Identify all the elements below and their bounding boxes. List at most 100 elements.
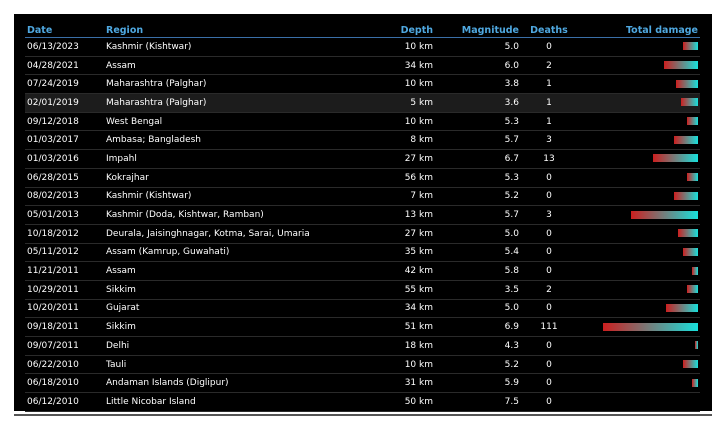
cell-region: Ambasa; Bangladesh — [104, 130, 343, 151]
cell-magnitude: 3.6 — [439, 93, 521, 113]
cell-date: 02/01/2019 — [25, 93, 104, 113]
damage-bar — [683, 360, 698, 369]
cell-region: Andaman Islands (Diglipur) — [104, 373, 343, 394]
cell-region: Deurala, Jaisinghnagar, Kotma, Sarai, Um… — [104, 224, 343, 244]
cell-deaths: 1 — [521, 93, 577, 113]
cell-magnitude: 7.5 — [439, 392, 521, 412]
table-row[interactable]: 01/03/2016 Impahl 27 km 6.7 13 — [25, 149, 700, 169]
cell-region: Kokrajhar — [104, 168, 343, 188]
damage-bar — [666, 303, 698, 312]
column-header-magnitude[interactable]: Magnitude — [439, 24, 521, 38]
table-row[interactable]: 05/11/2012 Assam (Kamrup, Guwahati) 35 km 5… — [25, 243, 700, 263]
table-header-row: Date Region Depth Magnitude Deaths Total… — [25, 24, 700, 38]
cell-date: 04/28/2021 — [25, 56, 104, 76]
cell-deaths: 0 — [521, 243, 577, 263]
cell-total-damage — [577, 187, 700, 207]
cell-magnitude: 5.9 — [439, 373, 521, 394]
table-row[interactable]: 11/21/2011 Assam 42 km 5.8 0 — [25, 261, 700, 281]
column-header-total-damage[interactable]: Total damage — [577, 24, 700, 38]
table-row[interactable]: 06/22/2010 Tauli 10 km 5.2 0 — [25, 355, 700, 375]
column-header-date[interactable]: Date — [25, 24, 104, 38]
table-row[interactable]: 09/18/2011 Sikkim 51 km 6.9 111 — [25, 317, 700, 337]
table-row[interactable]: 09/12/2018 West Bengal 10 km 5.3 1 — [25, 112, 700, 132]
cell-depth: 42 km — [343, 261, 439, 281]
cell-deaths: 13 — [521, 149, 577, 169]
cell-deaths: 0 — [521, 373, 577, 394]
cell-deaths: 111 — [521, 317, 577, 337]
cell-region: Kashmir (Doda, Kishtwar, Ramban) — [104, 205, 343, 225]
table-row[interactable]: 06/12/2010 Little Nicobar Island 50 km 7.5 0 — [25, 392, 700, 412]
cell-magnitude: 5.2 — [439, 187, 521, 207]
cell-deaths: 0 — [521, 37, 577, 57]
damage-bar — [674, 191, 698, 200]
table-row[interactable]: 04/28/2021 Assam 34 km 6.0 2 — [25, 56, 700, 76]
cell-total-damage — [577, 74, 700, 95]
damage-bar — [687, 117, 698, 126]
cell-depth: 10 km — [343, 37, 439, 57]
cell-depth: 7 km — [343, 187, 439, 207]
damage-bar — [695, 341, 698, 350]
cell-total-damage — [577, 168, 700, 188]
cell-region: Sikkim — [104, 280, 343, 300]
table-row[interactable]: 10/20/2011 Gujarat 34 km 5.0 0 — [25, 299, 700, 319]
cell-total-damage — [577, 130, 700, 151]
damage-bar — [687, 173, 698, 182]
cell-magnitude: 4.3 — [439, 336, 521, 356]
cell-total-damage — [577, 224, 700, 244]
cell-depth: 10 km — [343, 74, 439, 95]
cell-date: 10/20/2011 — [25, 299, 104, 319]
cell-deaths: 1 — [521, 112, 577, 132]
column-header-depth[interactable]: Depth — [343, 24, 439, 38]
cell-date: 06/28/2015 — [25, 168, 104, 188]
cell-magnitude: 5.7 — [439, 130, 521, 151]
cell-deaths: 0 — [521, 261, 577, 281]
cell-deaths: 0 — [521, 355, 577, 375]
cell-deaths: 0 — [521, 336, 577, 356]
cell-deaths: 0 — [521, 392, 577, 412]
table-row[interactable]: 06/13/2023 Kashmir (Kishtwar) 10 km 5.0 0 — [25, 37, 700, 57]
table-row[interactable]: 09/07/2011 Delhi 18 km 4.3 0 — [25, 336, 700, 356]
cell-region: Kashmir (Kishtwar) — [104, 187, 343, 207]
cell-region: Little Nicobar Island — [104, 392, 343, 412]
cell-date: 06/22/2010 — [25, 355, 104, 375]
cell-region: Maharashtra (Palghar) — [104, 74, 343, 95]
cell-date: 05/01/2013 — [25, 205, 104, 225]
table-row[interactable]: 10/18/2012 Deurala, Jaisinghnagar, Kotma,… — [25, 224, 700, 244]
damage-bar — [692, 266, 698, 275]
cell-magnitude: 5.3 — [439, 112, 521, 132]
damage-bar — [683, 42, 698, 51]
cell-date: 09/18/2011 — [25, 317, 104, 337]
table-row[interactable]: 01/03/2017 Ambasa; Bangladesh 8 km 5.7 3 — [25, 130, 700, 151]
cell-depth: 18 km — [343, 336, 439, 356]
table-row[interactable]: 06/18/2010 Andaman Islands (Diglipur) 31 k… — [25, 373, 700, 394]
cell-deaths: 0 — [521, 299, 577, 319]
table-row[interactable]: 08/02/2013 Kashmir (Kishtwar) 7 km 5.2 0 — [25, 187, 700, 207]
table-row[interactable]: 10/29/2011 Sikkim 55 km 3.5 2 — [25, 280, 700, 300]
cell-magnitude: 6.9 — [439, 317, 521, 337]
column-header-deaths[interactable]: Deaths — [521, 24, 577, 38]
cell-depth: 56 km — [343, 168, 439, 188]
table-row[interactable]: 05/01/2013 Kashmir (Doda, Kishtwar, Ramba… — [25, 205, 700, 225]
cell-region: Assam (Kamrup, Guwahati) — [104, 243, 343, 263]
table-row[interactable]: 02/01/2019 Maharashtra (Palghar) 5 km 3.6 1 — [25, 93, 700, 113]
cell-magnitude: 3.8 — [439, 74, 521, 95]
bottom-divider — [14, 414, 712, 416]
cell-total-damage — [577, 205, 700, 225]
column-header-region[interactable]: Region — [104, 24, 343, 38]
cell-magnitude: 3.5 — [439, 280, 521, 300]
cell-region: Maharashtra (Palghar) — [104, 93, 343, 113]
cell-magnitude: 5.4 — [439, 243, 521, 263]
table-row[interactable]: 07/24/2019 Maharashtra (Palghar) 10 km 3.8 1 — [25, 74, 700, 95]
cell-date: 11/21/2011 — [25, 261, 104, 281]
cell-deaths: 0 — [521, 168, 577, 188]
table-row[interactable]: 06/28/2015 Kokrajhar 56 km 5.3 0 — [25, 168, 700, 188]
cell-magnitude: 5.0 — [439, 299, 521, 319]
cell-date: 10/18/2012 — [25, 224, 104, 244]
cell-date: 06/12/2010 — [25, 392, 104, 412]
cell-date: 10/29/2011 — [25, 280, 104, 300]
cell-total-damage — [577, 149, 700, 169]
damage-bar — [683, 247, 698, 256]
cell-region: West Bengal — [104, 112, 343, 132]
cell-region: Assam — [104, 261, 343, 281]
cell-total-damage — [577, 56, 700, 76]
